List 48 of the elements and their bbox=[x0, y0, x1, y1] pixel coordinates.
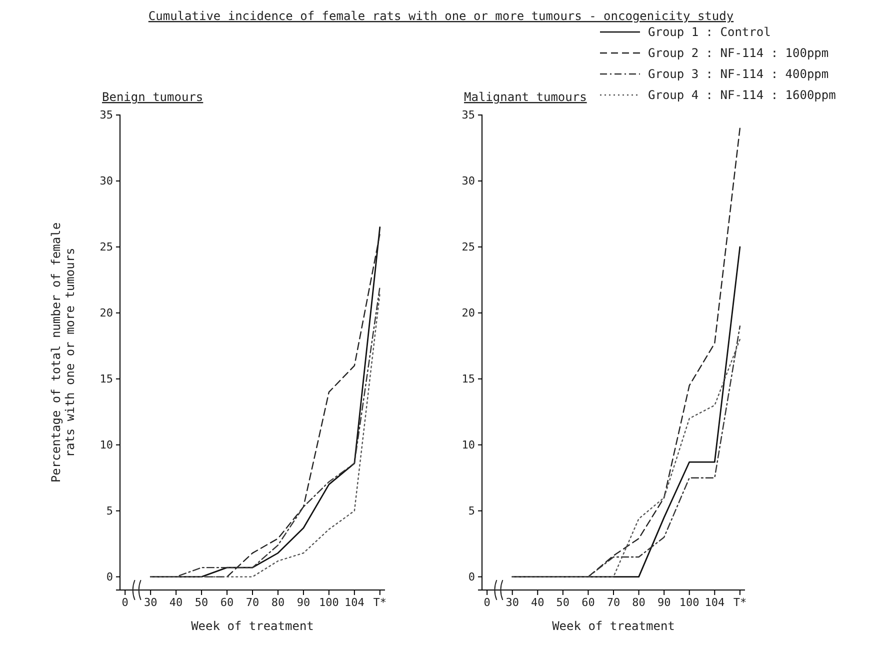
y-tick-label: 30 bbox=[100, 174, 113, 188]
x-tick-label: 30 bbox=[144, 596, 158, 609]
y-tick-label: 35 bbox=[462, 108, 475, 122]
y-tick-label: 20 bbox=[462, 306, 475, 320]
x-tick-label: 50 bbox=[556, 596, 570, 609]
x-tick-label: 40 bbox=[169, 596, 183, 609]
y-tick-label: 10 bbox=[100, 438, 113, 452]
x-tick-label: 90 bbox=[296, 596, 310, 609]
x-tick-label: 50 bbox=[194, 596, 208, 609]
x-tick-label: 80 bbox=[271, 596, 285, 609]
y-tick-label: 30 bbox=[462, 174, 475, 188]
y-tick-label: 15 bbox=[462, 372, 475, 386]
legend-label: Group 2 : NF-114 : 100ppm bbox=[648, 46, 829, 60]
y-axis-title: Percentage of total number of female rats with one or more tumours bbox=[49, 222, 77, 483]
y-tick-label: 25 bbox=[100, 240, 113, 254]
x-tick-label: 30 bbox=[506, 596, 519, 609]
y-tick-label: 0 bbox=[468, 570, 475, 584]
y-tick-label: 5 bbox=[106, 504, 113, 518]
x-axis-title: Week of treatment bbox=[552, 619, 675, 633]
y-tick-label: 15 bbox=[100, 372, 113, 386]
x-tick-label: 100 bbox=[319, 596, 339, 609]
text: Cumulative incidence of female rats with one or more tumours - oncogenicity study bbox=[148, 9, 734, 23]
x-tick-label: T* bbox=[373, 596, 387, 609]
legend-label: Group 4 : NF-114 : 1600ppm bbox=[648, 88, 836, 102]
y-tick-label: 10 bbox=[462, 438, 475, 452]
x-tick-label: 60 bbox=[582, 596, 595, 609]
legend-label: Group 3 : NF-114 : 400ppm bbox=[648, 67, 829, 81]
x-tick-label: 70 bbox=[606, 596, 620, 609]
legend-label: Group 1 : Control bbox=[648, 25, 771, 39]
x-tick-label: 104 bbox=[704, 596, 725, 609]
x-tick-label: T* bbox=[733, 596, 747, 609]
x-tick-label: 90 bbox=[657, 596, 671, 609]
x-tick-label: 104 bbox=[344, 596, 365, 609]
y-tick-label: 20 bbox=[100, 306, 113, 320]
x-tick-label: 0 bbox=[122, 596, 128, 609]
x-tick-label: 70 bbox=[246, 596, 260, 609]
chart-subtitle: Malignant tumours bbox=[464, 90, 587, 104]
y-tick-label: 0 bbox=[106, 570, 113, 584]
y-tick-label: 35 bbox=[100, 108, 113, 122]
x-tick-label: 0 bbox=[484, 596, 490, 609]
x-tick-label: 60 bbox=[220, 596, 234, 609]
y-tick-label: 25 bbox=[462, 240, 475, 254]
x-tick-label: 80 bbox=[632, 596, 646, 609]
x-tick-label: 40 bbox=[531, 596, 544, 609]
x-tick-label: 100 bbox=[679, 596, 700, 609]
x-axis-title: Week of treatment bbox=[191, 619, 314, 633]
chart-subtitle: Benign tumours bbox=[102, 90, 204, 104]
y-tick-label: 5 bbox=[468, 504, 475, 518]
